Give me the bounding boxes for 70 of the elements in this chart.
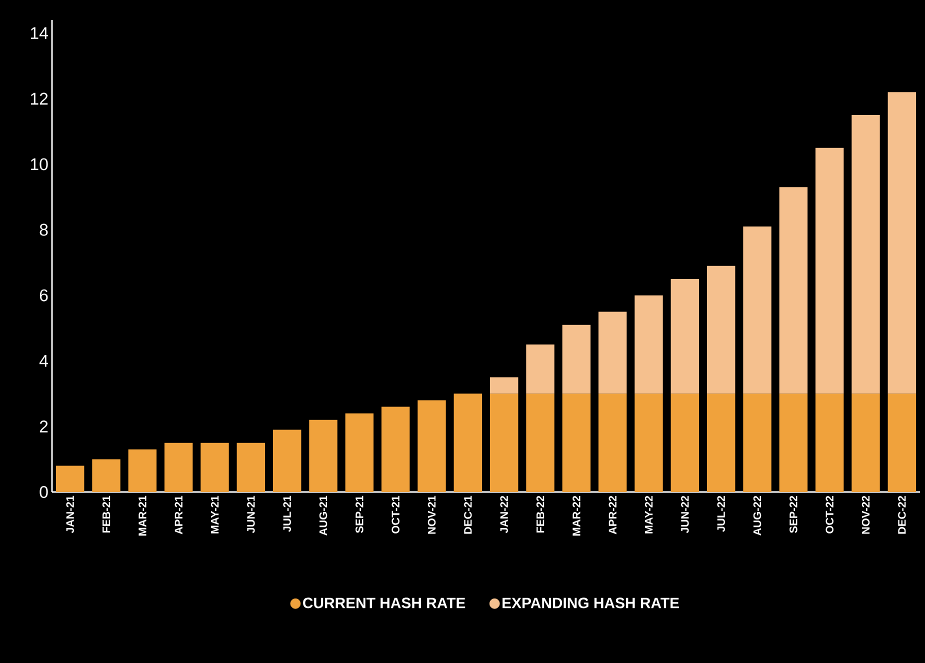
bar <box>634 295 663 394</box>
x-tick-label: DEC-21 <box>464 496 472 534</box>
x-tick-label: JUN-22 <box>681 496 689 534</box>
bar <box>888 92 916 394</box>
bar <box>381 406 410 492</box>
x-tick-label: NOV-21 <box>428 496 436 534</box>
bar <box>706 394 736 492</box>
bar <box>598 312 627 394</box>
bar <box>309 420 338 492</box>
x-tick-label: APR-21 <box>174 496 182 534</box>
bar <box>779 394 808 492</box>
y-tick-label: 12 <box>30 92 48 105</box>
bar <box>562 324 591 394</box>
bar <box>490 377 518 394</box>
x-tick-label: OCT-22 <box>826 496 834 534</box>
bar <box>526 394 554 492</box>
x-tick-label: FEB-22 <box>536 496 544 533</box>
bar <box>345 413 374 492</box>
bar <box>454 394 482 492</box>
y-tick-label: 2 <box>40 420 48 432</box>
x-tick-label: MAY-22 <box>644 496 653 534</box>
x-tick-label: AUG-22 <box>753 496 762 536</box>
bar <box>418 400 446 492</box>
bar <box>56 466 84 492</box>
bar <box>815 148 844 394</box>
y-tick-label: 4 <box>39 355 48 367</box>
x-tick-label: APR-22 <box>608 496 616 534</box>
x-tick-label: SEP-21 <box>356 496 364 533</box>
bar <box>743 226 772 394</box>
bar <box>164 442 193 492</box>
x-tick-label: JUL-21 <box>283 496 291 532</box>
bar <box>888 394 916 492</box>
bar <box>634 394 663 492</box>
bar <box>236 442 266 492</box>
bar <box>670 278 700 394</box>
x-tick-label: AUG-21 <box>319 496 328 536</box>
bar <box>92 459 120 492</box>
bar <box>670 394 700 492</box>
x-tick-label: NOV-22 <box>862 496 870 534</box>
x-tick-label: MAR-22 <box>572 496 580 536</box>
legend-label: CURRENT HASH RATE <box>303 598 466 608</box>
x-tick-label: FEB-21 <box>102 496 110 533</box>
x-tick-label: MAR-21 <box>138 496 146 536</box>
y-tick-label: 6 <box>40 289 48 302</box>
y-tick-label: 8 <box>40 224 48 236</box>
x-tick-label: DEC-22 <box>898 496 906 534</box>
bar <box>743 394 772 492</box>
bar <box>200 442 229 492</box>
y-tick-label: 10 <box>30 158 48 170</box>
y-tick-label: 14 <box>30 27 48 39</box>
bar <box>272 430 302 492</box>
x-tick-label: JUL-22 <box>717 496 725 532</box>
bar <box>526 344 554 394</box>
legend-label: EXPANDING HASH RATE <box>502 598 679 608</box>
bar <box>706 266 736 394</box>
bar <box>852 115 880 394</box>
bar <box>128 449 157 492</box>
bar <box>815 394 844 492</box>
x-tick-label: JAN-22 <box>500 496 508 534</box>
bar <box>490 394 518 492</box>
bar <box>562 394 591 492</box>
x-tick-label: JAN-21 <box>66 496 74 534</box>
x-tick-label: JUN-21 <box>247 496 255 534</box>
bar <box>598 394 627 492</box>
bar <box>779 187 808 394</box>
x-tick-label: OCT-21 <box>392 496 400 534</box>
x-tick-label: MAY-21 <box>210 496 219 534</box>
bar <box>852 394 880 492</box>
y-tick-label: 0 <box>40 486 48 498</box>
x-tick-label: SEP-22 <box>790 496 798 533</box>
